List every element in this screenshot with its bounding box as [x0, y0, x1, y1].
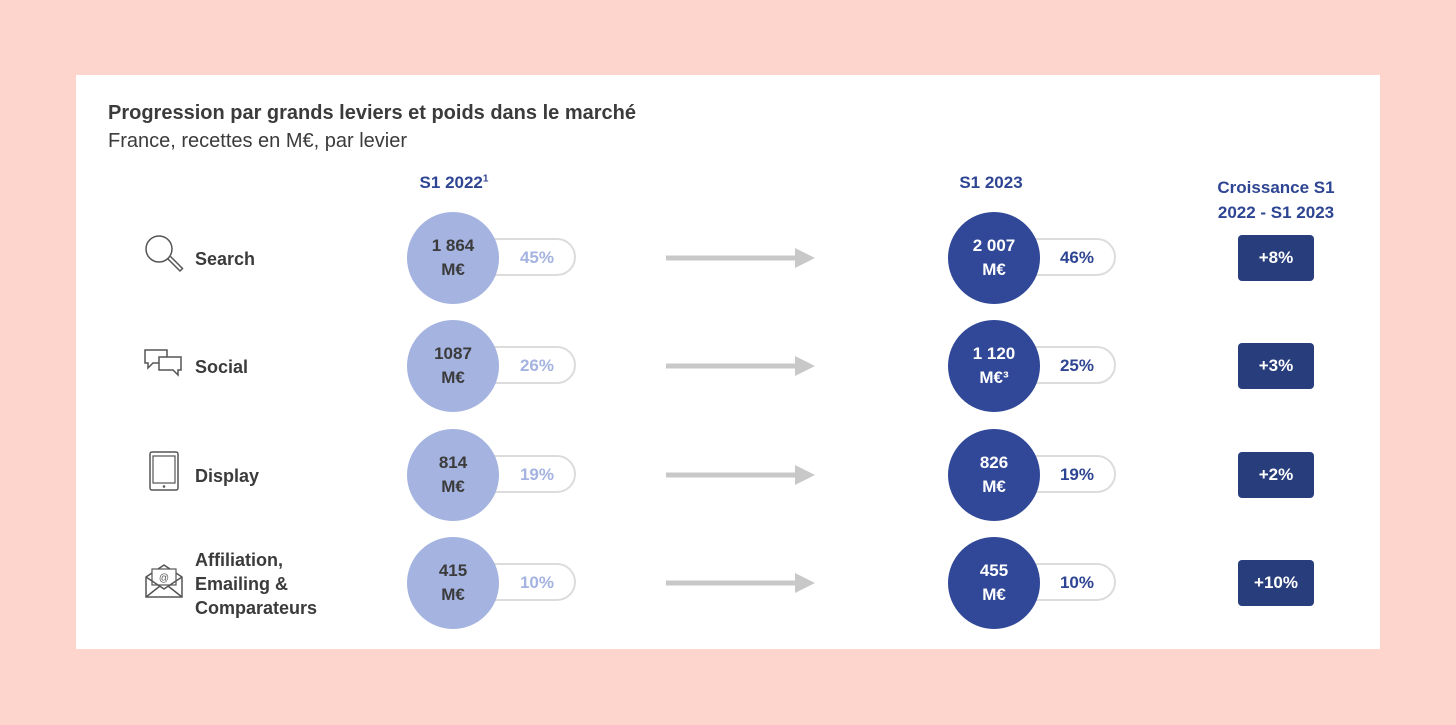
share-2023: 46%	[1059, 248, 1094, 267]
column-header-s1-2022: S1 20221	[404, 173, 504, 193]
lever-label: Affiliation, Emailing & Comparateurs	[195, 550, 318, 618]
unit-2022: M€	[441, 477, 465, 496]
chart-card: Progression par grands leviers et poids …	[76, 75, 1380, 649]
value-circle-2022: 1087 M€	[407, 320, 499, 412]
column-header-growth-line2: 2022 - S1 2023	[1217, 203, 1335, 222]
lever-row: Search 45% 1 864 M€ 46% 2 007 M€ +8%	[76, 212, 1380, 306]
value-circle-2023: 455 M€	[948, 537, 1040, 629]
column-header-growth: Croissance S1 2022 - S1 2023	[1196, 175, 1356, 225]
progression-arrow	[666, 355, 816, 377]
chart-title: Progression par grands leviers et poids …	[108, 102, 636, 124]
lever-label: Search	[195, 249, 256, 269]
tablet-icon	[142, 449, 186, 493]
growth-badge: +10%	[1238, 560, 1314, 606]
unit-2023: M€	[982, 477, 1006, 496]
lever-row: Display 19% 814 M€ 19% 826 M€ +2%	[76, 429, 1380, 523]
growth-badge: +2%	[1238, 452, 1314, 498]
value-2022: 1 864	[431, 236, 475, 255]
column-header-s1-2022-text: S1 2022	[419, 173, 483, 192]
lever-row: Social 26% 1087 M€ 25% 1 120 M€³ +3%	[76, 320, 1380, 414]
progression-arrow	[666, 247, 816, 269]
value-2022: 1087	[434, 344, 472, 363]
unit-2022: M€	[441, 368, 465, 387]
value-2022: 814	[438, 453, 468, 472]
column-header-s1-2023: S1 2023	[941, 173, 1041, 193]
unit-2022: M€	[441, 585, 465, 604]
growth-badge: +3%	[1238, 343, 1314, 389]
share-2022: 19%	[519, 465, 554, 484]
lever-label: Social	[195, 357, 249, 377]
column-header-s1-2023-text: S1 2023	[959, 173, 1023, 192]
chart-subtitle: France, recettes en M€, par levier	[108, 130, 408, 152]
unit-2023: M€	[982, 260, 1006, 279]
share-2022: 26%	[519, 356, 554, 375]
column-header-growth-line1: Croissance S1	[1217, 178, 1335, 197]
share-2022: 10%	[519, 573, 554, 592]
value-2023: 455	[979, 561, 1009, 580]
value-circle-2023: 2 007 M€	[948, 212, 1040, 304]
chat-bubbles-icon	[142, 340, 186, 384]
value-circle-2023: 1 120 M€³	[948, 320, 1040, 412]
unit-2022: M€	[441, 260, 465, 279]
value-2022: 415	[438, 561, 468, 580]
lever-row: @ Affiliation, Emailing & Comparateurs 10%…	[76, 537, 1380, 631]
value-circle-2022: 1 864 M€	[407, 212, 499, 304]
svg-text:@: @	[159, 573, 169, 584]
footnote-marker: 1	[482, 173, 489, 185]
value-circle-2022: 814 M€	[407, 429, 499, 521]
magnifier-icon	[142, 232, 186, 276]
value-2023: 1 120	[972, 344, 1016, 363]
value-circle-2023: 826 M€	[948, 429, 1040, 521]
share-2022: 45%	[519, 248, 554, 267]
value-circle-2022: 415 M€	[407, 537, 499, 629]
value-2023: 2 007	[972, 236, 1016, 255]
progression-arrow	[666, 464, 816, 486]
growth-badge: +8%	[1238, 235, 1314, 281]
progression-arrow	[666, 572, 816, 594]
share-2023: 25%	[1059, 356, 1094, 375]
share-2023: 10%	[1059, 573, 1094, 592]
lever-label: Display	[195, 466, 260, 486]
email-icon: @	[142, 557, 186, 601]
unit-2023: M€³	[979, 368, 1009, 387]
share-2023: 19%	[1059, 465, 1094, 484]
unit-2023: M€	[982, 585, 1006, 604]
value-2023: 826	[979, 453, 1009, 472]
